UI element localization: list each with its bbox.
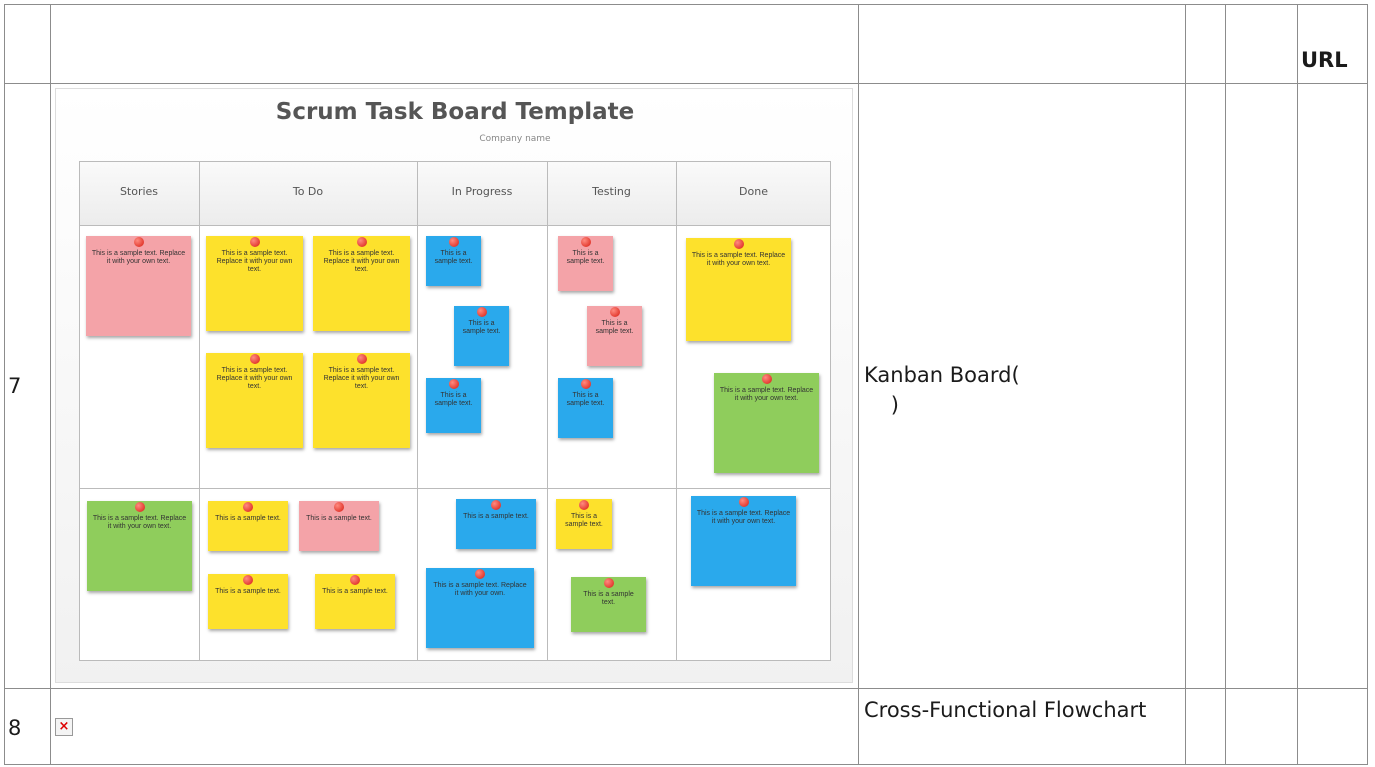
header-url: URL [1301, 48, 1348, 72]
header-band [79, 161, 831, 226]
pin [356, 354, 367, 364]
sticky-note: This is a sample text. Replace it with y… [313, 236, 410, 331]
sticky-note: This is a sample text. [456, 499, 536, 549]
column-header: To Do [292, 185, 324, 198]
pin [738, 497, 749, 507]
pin [249, 237, 260, 247]
grid-line [676, 161, 677, 661]
pin [609, 307, 620, 317]
row-number: 8 [8, 716, 22, 740]
board-subtitle: Company name [479, 134, 551, 144]
pin [448, 379, 459, 389]
cell [1297, 4, 1368, 84]
sticky-note: This is a sample text. [454, 306, 509, 366]
board-title: Scrum Task Board Template [275, 99, 635, 125]
pin [334, 502, 344, 512]
cell [1297, 688, 1368, 765]
row-number: 7 [8, 374, 22, 398]
pin [580, 379, 591, 389]
cell [50, 4, 859, 84]
sticky-note: This is a sample text. [556, 499, 612, 549]
sticky-note: This is a sample text. Replace it with y… [686, 238, 791, 341]
pin [475, 569, 485, 579]
row-name: Cross-Functional Flowchart [864, 698, 1147, 722]
sticky-note: This is a sample text. [426, 236, 481, 286]
grid-line [547, 161, 548, 661]
sticky-note: This is a sample text. Replace it with y… [206, 236, 303, 331]
sticky-note: This is a sample text. [208, 574, 288, 629]
pin [350, 575, 360, 585]
pin [356, 237, 367, 247]
sticky-note: This is a sample text. Replace it with y… [87, 501, 192, 591]
column-header: Stories [119, 185, 159, 198]
sticky-note: This is a sample text. Replace it with y… [426, 568, 534, 648]
pin [243, 575, 253, 585]
sticky-note: This is a sample text. [587, 306, 642, 366]
pin [133, 237, 144, 247]
cell [1185, 83, 1226, 689]
pin [603, 578, 614, 588]
sticky-note: This is a sample text. Replace it with y… [714, 373, 819, 473]
column-header: In Progress [451, 185, 513, 198]
cell [50, 688, 859, 765]
pin [476, 307, 487, 317]
pin [491, 500, 501, 510]
pin [243, 502, 253, 512]
row-name: Kanban Board( ) [864, 363, 1020, 417]
cell [1225, 83, 1298, 689]
pin [733, 239, 744, 249]
board-image: Scrum Task Board Template Company name S… [55, 88, 853, 683]
pin [448, 237, 459, 247]
pin [761, 374, 772, 384]
cell [858, 4, 1186, 84]
sticky-note: This is a sample text. Replace it with y… [691, 496, 796, 586]
sticky-note: This is a sample text. Replace it with y… [313, 353, 410, 448]
pin [579, 500, 589, 510]
sticky-note: This is a sample text. [426, 378, 481, 433]
cell [1225, 4, 1298, 84]
sticky-note: This is a sample text. [571, 577, 646, 632]
grid-line [417, 161, 418, 661]
sticky-note: This is a sample text. [315, 574, 395, 629]
cell [4, 4, 51, 84]
column-header: Testing [592, 185, 631, 198]
pin [134, 502, 145, 512]
sticky-note: This is a sample text. [208, 501, 288, 551]
column-header: Done [739, 185, 768, 198]
sticky-note: This is a sample text. Replace it with y… [206, 353, 303, 448]
pin [580, 237, 591, 247]
pin [249, 354, 260, 364]
cell [1225, 688, 1298, 765]
sticky-note: This is a sample text. Replace it with y… [86, 236, 191, 336]
grid-line [199, 161, 200, 661]
sticky-note: This is a sample text. [558, 378, 613, 438]
grid-line [79, 488, 831, 489]
sticky-note: This is a sample text. [299, 501, 379, 551]
broken-image-icon: × [55, 718, 73, 736]
cell [1185, 4, 1226, 84]
sticky-note: This is a sample text. [558, 236, 613, 291]
cell [1185, 688, 1226, 765]
cell [1297, 83, 1368, 689]
